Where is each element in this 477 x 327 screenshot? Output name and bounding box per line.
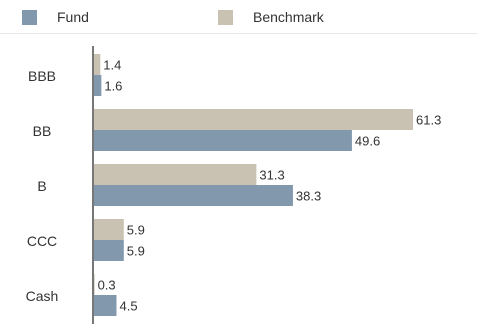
data-label-benchmark-cash: 0.3	[98, 278, 116, 293]
category-label-ccc: CCC	[27, 233, 57, 249]
data-label-benchmark-bbb: 1.4	[103, 58, 121, 73]
category-label-bb: BB	[33, 123, 52, 139]
data-label-fund-b: 38.3	[296, 189, 321, 204]
legend-label-benchmark: Benchmark	[253, 9, 324, 25]
data-label-fund-bbb: 1.6	[104, 79, 122, 94]
data-label-fund-cash: 4.5	[119, 299, 137, 314]
category-label-bbb: BBB	[28, 68, 56, 84]
data-label-benchmark-ccc: 5.9	[127, 223, 145, 238]
bar-benchmark-bbb	[93, 54, 101, 75]
category-label-cash: Cash	[26, 288, 59, 304]
legend-item-benchmark: Benchmark	[218, 9, 324, 25]
bar-benchmark-ccc	[93, 219, 124, 240]
bar-fund-bb	[93, 130, 352, 151]
bar-benchmark-bb	[93, 109, 413, 130]
bar-fund-cash	[93, 295, 117, 316]
chart-legend: Fund Benchmark	[0, 0, 477, 34]
bar-benchmark-b	[93, 164, 257, 185]
legend-swatch-benchmark	[218, 9, 233, 25]
legend-divider	[0, 33, 477, 34]
data-label-benchmark-bb: 61.3	[416, 113, 441, 128]
legend-swatch-fund	[22, 9, 37, 25]
bar-fund-ccc	[93, 240, 124, 261]
bar-fund-bbb	[93, 75, 102, 96]
data-label-fund-bb: 49.6	[355, 134, 380, 149]
data-label-fund-ccc: 5.9	[127, 244, 145, 259]
legend-label-fund: Fund	[57, 9, 89, 25]
bar-fund-b	[93, 185, 293, 206]
legend-item-fund: Fund	[22, 9, 89, 25]
category-label-b: B	[37, 178, 46, 194]
data-label-benchmark-b: 31.3	[259, 168, 284, 183]
